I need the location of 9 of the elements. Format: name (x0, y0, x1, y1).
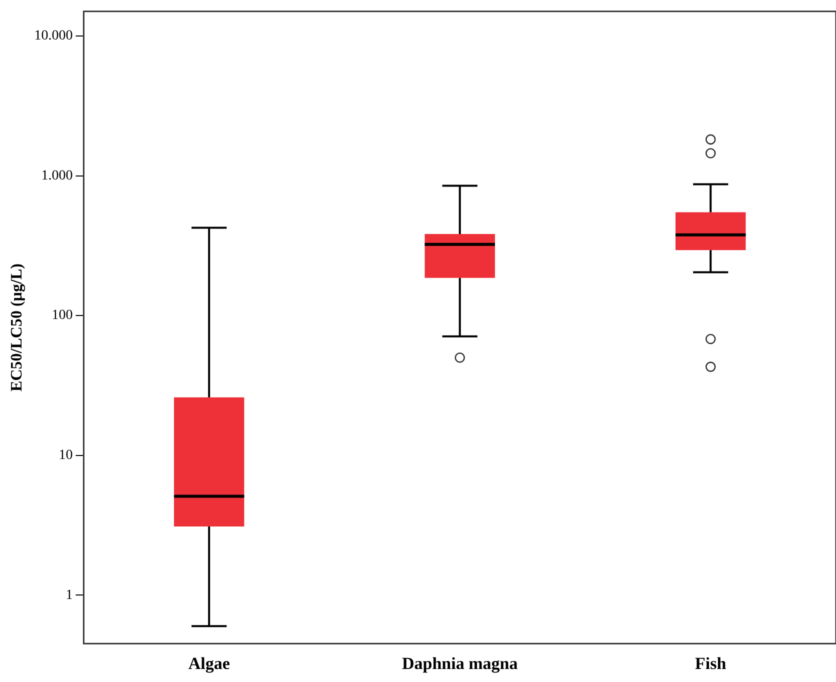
y-tick-label: 1 (66, 588, 73, 603)
y-tick-label: 1.000 (41, 168, 73, 184)
y-tick-label: 10.000 (34, 28, 73, 44)
y-tick-label: 10 (58, 448, 73, 464)
x-tick-label: Algae (188, 654, 230, 674)
y-axis-title: EC50/LC50 (µg/L) (8, 264, 26, 392)
x-tick-label: Daphnia magna (402, 654, 518, 674)
x-tick-label: Fish (695, 654, 727, 674)
y-tick-label: 100 (52, 308, 73, 324)
